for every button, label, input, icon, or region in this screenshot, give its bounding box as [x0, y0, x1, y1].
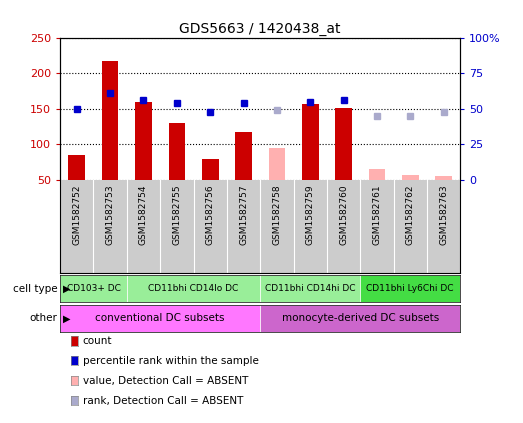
Text: CD11bhi CD14hi DC: CD11bhi CD14hi DC — [265, 284, 356, 293]
Text: conventional DC subsets: conventional DC subsets — [95, 313, 225, 323]
Bar — [402, 175, 418, 180]
FancyBboxPatch shape — [60, 305, 260, 332]
Text: other: other — [30, 313, 58, 323]
Text: ▶: ▶ — [63, 313, 70, 323]
Text: GSM1582754: GSM1582754 — [139, 184, 148, 245]
Bar — [235, 132, 252, 180]
Text: CD103+ DC: CD103+ DC — [66, 284, 120, 293]
Bar — [69, 155, 85, 180]
Text: GSM1582758: GSM1582758 — [272, 184, 281, 245]
Text: value, Detection Call = ABSENT: value, Detection Call = ABSENT — [83, 376, 248, 386]
FancyBboxPatch shape — [127, 275, 260, 302]
Title: GDS5663 / 1420438_at: GDS5663 / 1420438_at — [179, 22, 341, 36]
FancyBboxPatch shape — [260, 305, 460, 332]
Text: GSM1582760: GSM1582760 — [339, 184, 348, 245]
Text: GSM1582752: GSM1582752 — [72, 184, 81, 245]
Text: ▶: ▶ — [63, 284, 70, 294]
FancyBboxPatch shape — [360, 275, 460, 302]
Text: GSM1582761: GSM1582761 — [372, 184, 381, 245]
Text: percentile rank within the sample: percentile rank within the sample — [83, 356, 258, 366]
Bar — [168, 123, 185, 180]
Text: GSM1582762: GSM1582762 — [406, 184, 415, 245]
Text: CD11bhi CD14lo DC: CD11bhi CD14lo DC — [149, 284, 238, 293]
Bar — [302, 104, 319, 180]
Text: GSM1582756: GSM1582756 — [206, 184, 214, 245]
Text: GSM1582763: GSM1582763 — [439, 184, 448, 245]
FancyBboxPatch shape — [60, 275, 127, 302]
Text: GSM1582759: GSM1582759 — [306, 184, 315, 245]
Bar — [202, 159, 219, 180]
Text: rank, Detection Call = ABSENT: rank, Detection Call = ABSENT — [83, 396, 243, 406]
Text: cell type: cell type — [13, 284, 58, 294]
Bar — [135, 102, 152, 180]
Bar — [102, 61, 119, 180]
Text: GSM1582753: GSM1582753 — [106, 184, 115, 245]
FancyBboxPatch shape — [260, 275, 360, 302]
Text: monocyte-derived DC subsets: monocyte-derived DC subsets — [281, 313, 439, 323]
Text: GSM1582757: GSM1582757 — [239, 184, 248, 245]
Text: count: count — [83, 336, 112, 346]
Bar — [268, 148, 285, 180]
Text: GSM1582755: GSM1582755 — [173, 184, 181, 245]
Bar — [369, 169, 385, 180]
Bar — [335, 107, 352, 180]
Text: CD11bhi Ly6Chi DC: CD11bhi Ly6Chi DC — [367, 284, 454, 293]
Bar — [435, 176, 452, 180]
